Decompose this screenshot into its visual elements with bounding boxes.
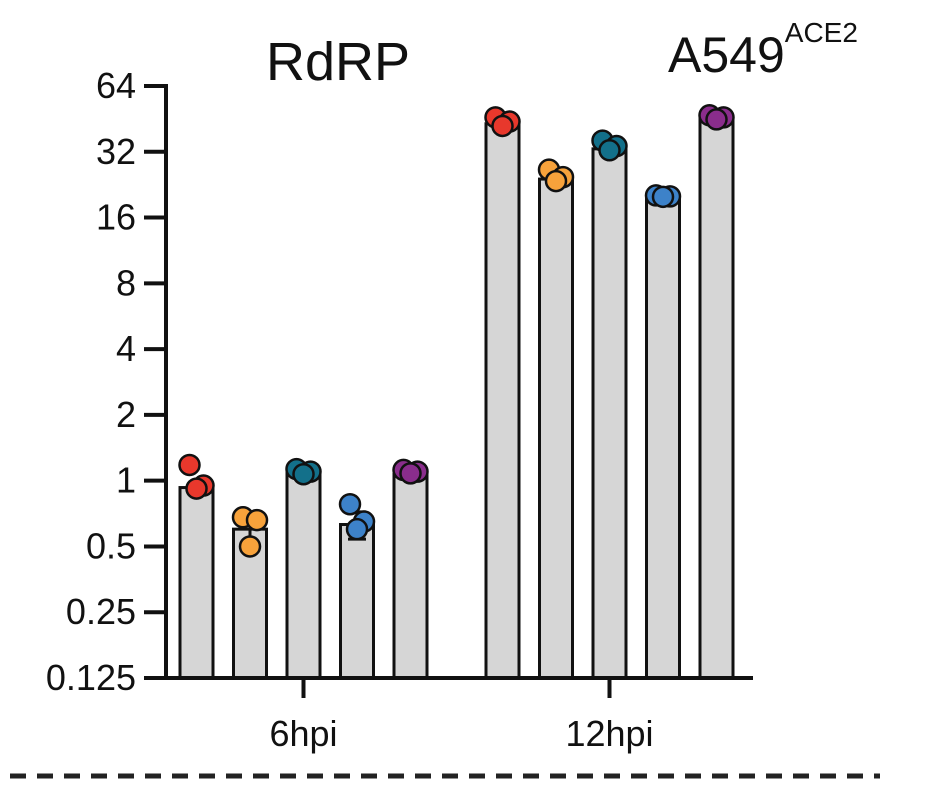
bar bbox=[591, 147, 628, 680]
y-axis: 64 32 16 8 4 2 1 0.5 0.25 0.125 bbox=[46, 65, 168, 698]
data-point bbox=[705, 108, 728, 131]
bar bbox=[339, 523, 375, 680]
y-tick-label: 8 bbox=[116, 262, 136, 303]
y-tick-label: 64 bbox=[96, 65, 136, 106]
data-point bbox=[491, 114, 514, 138]
bar bbox=[698, 115, 735, 680]
bars-layer bbox=[178, 104, 735, 680]
y-tick-label: 16 bbox=[96, 197, 136, 238]
y-tick-label: 32 bbox=[96, 131, 136, 172]
y-tick-label: 0.125 bbox=[46, 657, 136, 698]
bar bbox=[538, 177, 574, 680]
data-point bbox=[544, 169, 568, 193]
bar bbox=[392, 472, 429, 680]
x-group-label: 6hpi bbox=[269, 713, 337, 754]
data-point bbox=[185, 477, 208, 500]
bar bbox=[645, 194, 681, 680]
y-tick-label: 4 bbox=[116, 328, 136, 369]
y-tick-label: 0.5 bbox=[86, 525, 136, 566]
data-point bbox=[245, 508, 269, 532]
y-tick-label: 0.25 bbox=[66, 591, 136, 632]
data-point bbox=[292, 462, 315, 486]
cell-line-label: A549ACE2 bbox=[668, 17, 858, 83]
data-point bbox=[345, 517, 369, 541]
bar bbox=[484, 122, 521, 680]
bar bbox=[285, 471, 322, 680]
data-point bbox=[238, 535, 262, 558]
data-point bbox=[338, 492, 362, 516]
data-point bbox=[178, 453, 201, 477]
data-point bbox=[598, 139, 621, 162]
cell-line-main: A549 bbox=[668, 27, 785, 83]
y-tick-label: 1 bbox=[116, 460, 136, 501]
x-axis: 6hpi 12hpi bbox=[166, 676, 753, 754]
bar bbox=[178, 486, 215, 680]
chart-title: RdRP bbox=[266, 32, 410, 92]
x-group-label: 12hpi bbox=[565, 713, 653, 754]
y-tick-label: 2 bbox=[116, 394, 136, 435]
data-point bbox=[399, 462, 422, 485]
cell-line-superscript: ACE2 bbox=[785, 17, 858, 48]
data-point bbox=[651, 185, 675, 209]
